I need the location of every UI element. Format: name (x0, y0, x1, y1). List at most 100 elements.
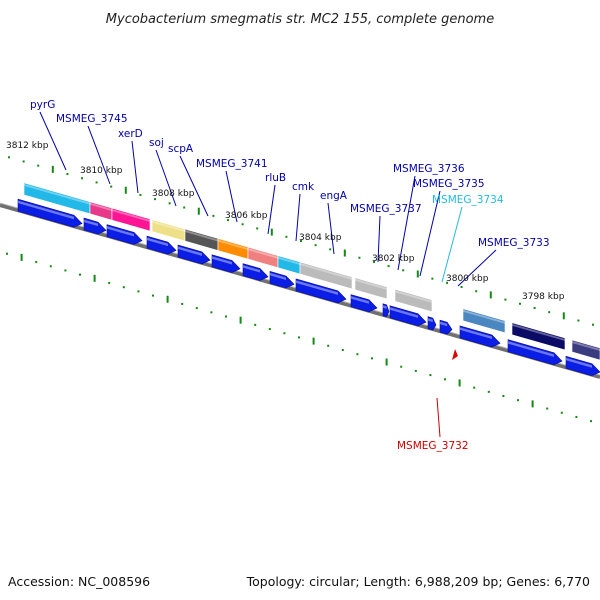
accession: Accession: NC_008596 (8, 574, 150, 589)
feature-box (111, 207, 151, 232)
scale-label: 3810 kbp (80, 166, 123, 176)
scale-label: 3812 kbp (6, 141, 49, 151)
cds-shine (84, 219, 98, 227)
feature-shine (185, 230, 218, 242)
cds-shine (147, 237, 168, 247)
scale-tick (168, 202, 171, 205)
cds-arrow (83, 217, 107, 235)
cds-shine (107, 226, 134, 237)
scale-tick (124, 186, 127, 194)
scale-tick (64, 269, 67, 272)
scale-tick (254, 323, 257, 326)
gene-label[interactable]: engA (320, 190, 348, 202)
gene-label[interactable]: MSMEG_3745 (56, 113, 128, 125)
gene-labels: pyrG MSMEG_3745 xerD soj scpA MSMEG_3741… (30, 99, 550, 452)
scale-tick (502, 395, 505, 398)
gene-label[interactable]: soj (149, 137, 164, 149)
scale-tick (473, 386, 476, 389)
scale-tick (81, 177, 83, 180)
gene-label[interactable]: MSMEG_3737 (350, 203, 422, 215)
map-title: Mycobacterium smegmatis str. MC2 155, co… (106, 12, 494, 27)
scale-tick (49, 265, 52, 268)
highlight-marker-icon (452, 349, 458, 360)
gene-label[interactable]: MSMEG_3736 (393, 163, 465, 175)
scale-tick (6, 252, 8, 255)
scale-tick (385, 358, 388, 366)
cds-arrow (565, 355, 600, 377)
scale-tick (93, 274, 96, 282)
scale-tick (225, 315, 227, 318)
scale-tick (577, 319, 580, 322)
scale-tick (429, 374, 432, 377)
gene-label[interactable]: scpA (168, 143, 194, 155)
gene-label[interactable]: cmk (292, 181, 315, 193)
leader-line (436, 397, 441, 438)
cds-shine (566, 357, 592, 368)
scale-tick (110, 185, 113, 188)
cds-shine (243, 265, 260, 273)
scale-tick (343, 249, 346, 257)
feature-shine (112, 209, 150, 222)
scale-tick (431, 277, 434, 280)
leader-line (267, 184, 276, 235)
feature-box (354, 277, 388, 300)
cds-shine (270, 272, 286, 280)
scale-tick (239, 316, 242, 324)
leader-line (225, 170, 238, 223)
scale-tick (416, 270, 419, 278)
leader-line (179, 155, 209, 217)
cds-arrow (507, 339, 563, 366)
leader-line (397, 175, 416, 271)
gene-label[interactable]: rluB (265, 172, 286, 184)
gene-label[interactable]: MSMEG_3741 (196, 158, 268, 170)
cds-arrow (106, 224, 143, 245)
scale-label: 3800 kbp (446, 274, 489, 284)
scale-label: 3804 kbp (299, 233, 342, 243)
scale-tick (487, 390, 490, 393)
cds-shine (178, 246, 202, 256)
scale-tick (387, 265, 390, 268)
cds-arrow (389, 305, 427, 327)
feature-box (511, 322, 566, 351)
scale-tick (300, 240, 302, 242)
feature-track (23, 182, 600, 361)
scale-tick (20, 253, 23, 261)
cds-shine (296, 280, 338, 295)
scale-label: 3802 kbp (372, 254, 415, 264)
cds-arrow (295, 278, 347, 304)
scale-tick (241, 223, 244, 226)
scale-tick (256, 227, 259, 230)
scale-tick (285, 235, 288, 238)
scale-tick (533, 306, 536, 309)
scale-label: 3808 kbp (152, 189, 195, 199)
gene-label[interactable]: xerD (118, 128, 143, 140)
cds-arrow (350, 294, 378, 313)
gene-label[interactable]: MSMEG_3735 (413, 178, 485, 190)
scale-tick (181, 302, 184, 305)
leader-line (441, 206, 463, 283)
feature-box (299, 261, 353, 290)
gene-label[interactable]: pyrG (30, 99, 55, 111)
feature-shine (395, 290, 432, 303)
scale-tick (270, 228, 273, 236)
gene-label[interactable]: MSMEG_3733 (478, 237, 550, 249)
feature-shine (355, 278, 387, 290)
scale-tick (268, 328, 271, 331)
scale-tick (66, 173, 69, 176)
cds-arrow (439, 319, 453, 335)
scale-tick (458, 379, 461, 387)
scale-tick (227, 219, 229, 222)
gene-label[interactable]: MSMEG_3734 (432, 194, 504, 206)
cds-arrow (459, 325, 501, 348)
cds-shine (351, 296, 369, 304)
scale-tick (590, 420, 592, 423)
cds-shine (390, 307, 418, 318)
gene-label[interactable]: MSMEG_3732 (397, 440, 469, 452)
feature-shine (278, 256, 300, 265)
cds-track (17, 198, 600, 377)
feature-shine (512, 323, 565, 341)
scale-tick (197, 207, 200, 215)
scale-tick (122, 286, 125, 289)
scale-tick (475, 290, 478, 293)
feature-box (571, 339, 600, 361)
